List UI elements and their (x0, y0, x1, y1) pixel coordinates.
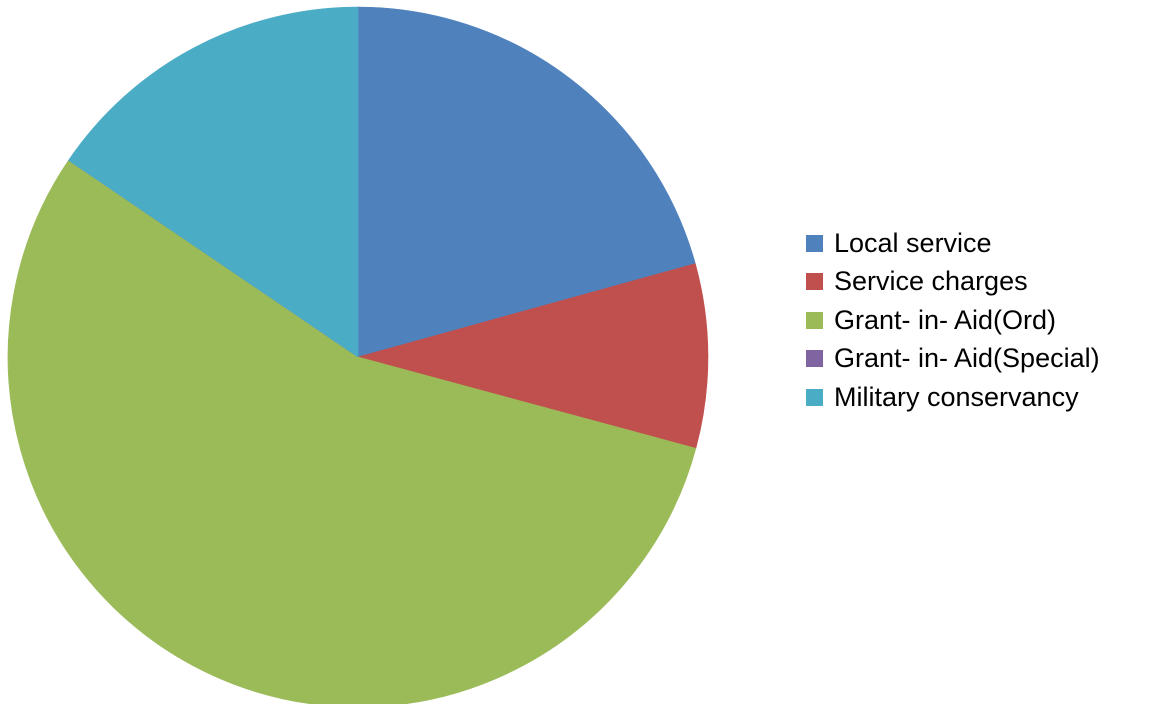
legend-label-service-charges: Service charges (834, 266, 1028, 297)
legend-swatch-grant-in-aid-ord (806, 311, 823, 329)
legend-swatch-grant-in-aid-special (806, 350, 823, 368)
legend-item-local-service: Local service (806, 224, 1100, 263)
legend-item-service-charges: Service charges (806, 263, 1100, 302)
legend-label-local-service: Local service (834, 227, 992, 258)
chart-legend: Local service Service charges Grant- in-… (806, 224, 1100, 417)
pie-slices (7, 6, 709, 704)
legend-swatch-military-conservancy (806, 388, 823, 406)
pie-slice-grant-in-aid-ord (7, 159, 697, 704)
legend-item-military-conservancy: Military conservancy (806, 378, 1100, 417)
legend-swatch-local-service (806, 234, 823, 252)
legend-label-grant-in-aid-ord: Grant- in- Aid(Ord) (834, 304, 1057, 335)
pie-slice-local-service (357, 6, 696, 358)
legend-label-military-conservancy: Military conservancy (834, 381, 1079, 412)
pie-slice-military-conservancy (68, 6, 359, 358)
legend-label-grant-in-aid-special: Grant- in- Aid(Special) (834, 343, 1100, 374)
legend-item-grant-in-aid-ord: Grant- in- Aid(Ord) (806, 301, 1100, 340)
pie-slice-service-charges (356, 263, 709, 449)
legend-swatch-service-charges (806, 273, 823, 291)
legend-item-grant-in-aid-special: Grant- in- Aid(Special) (806, 340, 1100, 379)
